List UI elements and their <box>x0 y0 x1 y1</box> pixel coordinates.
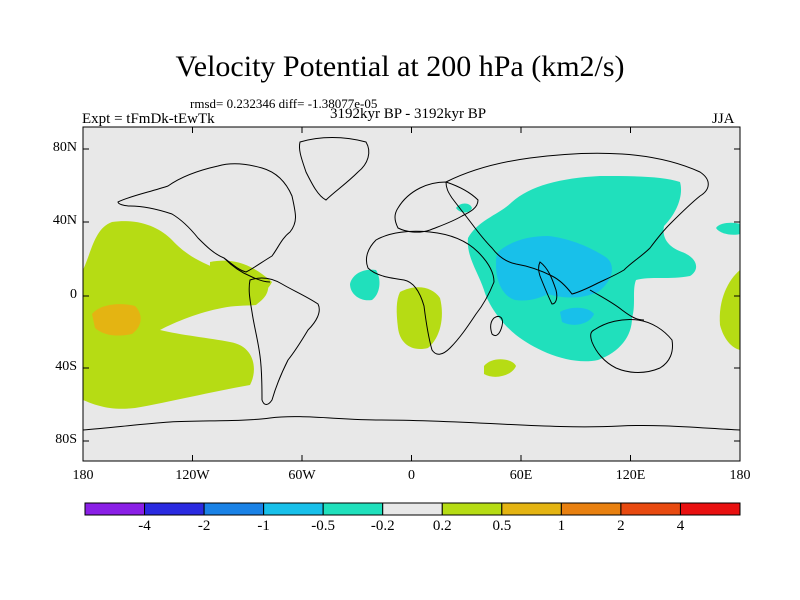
lon-label: 60W <box>288 468 316 483</box>
coastline-europe <box>394 181 479 233</box>
coastline-madagascar <box>490 315 503 337</box>
anomaly-positive-pacific <box>83 221 269 409</box>
colorbar-swatch <box>620 502 681 516</box>
stats-line: rmsd= 0.232346 diff= -1.38077e-05 <box>190 96 378 111</box>
colorbar-swatch <box>203 502 265 516</box>
colorbar-swatch <box>84 502 146 516</box>
colorbar-label: 0.2 <box>432 518 452 534</box>
colorbar <box>84 502 741 516</box>
colorbar-swatch <box>560 502 622 516</box>
coastline-africa <box>365 230 495 355</box>
anomaly-positive-east-pacific-edge <box>719 270 740 350</box>
coastline-greenland <box>299 137 370 201</box>
coastline-central-america <box>223 257 271 283</box>
lon-label: 60E <box>509 468 533 483</box>
colorbar-label: -0.2 <box>370 518 395 534</box>
anomaly-negative-north-atlantic <box>456 203 472 213</box>
colorbar-swatch <box>144 502 205 516</box>
colorbar-swatch <box>382 502 443 516</box>
anomaly-negative-strong-core <box>496 236 612 301</box>
lat-label: 80N <box>52 140 77 155</box>
period-label: 3192kyr BP - 3192kyr BP <box>330 106 487 122</box>
lon-label: 0 <box>408 468 415 483</box>
season-label: JJA <box>712 111 735 127</box>
colorbar-label: 4 <box>676 518 685 534</box>
lat-label: 40N <box>52 213 77 228</box>
anomaly-positive-south-america <box>210 260 272 296</box>
lat-label: 40S <box>55 359 77 374</box>
colorbar-label: 1 <box>557 518 566 534</box>
lon-label: 120E <box>615 468 646 483</box>
coastline-south-america <box>248 277 320 405</box>
lat-label: 80S <box>55 432 77 447</box>
colorbar-label: -0.5 <box>311 518 336 534</box>
colorbar-swatch <box>679 502 741 516</box>
coastline-southeast-asia <box>589 289 645 321</box>
coastline-asia <box>445 152 709 295</box>
coastlines <box>83 137 740 431</box>
coastline-australia <box>590 319 673 373</box>
coastline-antarctica <box>83 416 740 431</box>
anomaly-positive-central-pacific-core <box>92 304 141 336</box>
lat-label: 0 <box>70 287 77 302</box>
colorbar-label: -1 <box>257 518 270 534</box>
lon-label: 180 <box>729 468 751 483</box>
colorbar-swatch <box>501 502 562 516</box>
latitude-ticks <box>83 148 740 442</box>
longitude-ticks <box>82 127 741 461</box>
colorbar-label: -2 <box>197 518 211 534</box>
coastline-north-america <box>117 163 296 273</box>
anomaly-positive-south-atlantic <box>396 287 442 350</box>
colorbar-swatch <box>263 502 324 516</box>
anomaly-positive-indian-ocean <box>484 359 516 377</box>
colorbar-label: -4 <box>138 518 151 534</box>
lon-label: 180 <box>72 468 94 483</box>
anomaly-negative-west-pacific <box>716 222 740 235</box>
colorbar-label: 0.5 <box>492 518 512 534</box>
anomaly-negative-strong-indian <box>560 307 594 325</box>
colorbar-label: 2 <box>617 518 625 534</box>
colorbar-swatch <box>322 502 384 516</box>
experiment-label: Expt = tFmDk-tEwTk <box>82 111 215 127</box>
anomaly-negative-atlantic <box>350 269 380 301</box>
plot-title: Velocity Potential at 200 hPa (km2/s) <box>175 50 625 83</box>
lon-label: 120W <box>175 468 210 483</box>
colorbar-swatch <box>441 502 503 516</box>
coastline-india <box>538 261 558 305</box>
